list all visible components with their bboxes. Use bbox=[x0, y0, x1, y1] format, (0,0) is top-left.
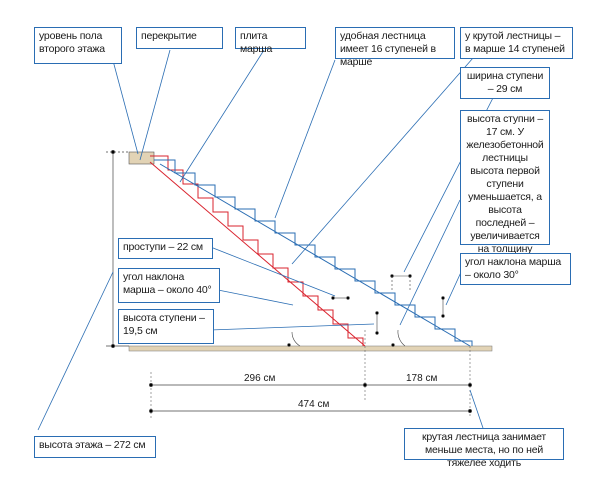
label-step-height: высота ступени –19,5 см bbox=[118, 309, 214, 344]
upper-floor-slab bbox=[128, 151, 155, 165]
label-flight-angle: угол наклона марша – около 40° bbox=[118, 268, 220, 303]
label-steep-note: крутая лестница занимает меньше места, н… bbox=[404, 428, 564, 469]
dimension-296: 296 см bbox=[244, 373, 276, 384]
label-step-width: ширина ступени – 29 см bbox=[460, 67, 550, 99]
label-floor-level: уровень пола второго этажа bbox=[34, 27, 122, 64]
red-stair-steps bbox=[150, 155, 364, 346]
label-flight-slab: плита марша bbox=[235, 27, 306, 55]
blue-stair-steps bbox=[154, 159, 473, 346]
label-steep-stair: у крутой лестницы – в марше 14 ступеней bbox=[460, 27, 573, 59]
label-tread: проступи – 22 см bbox=[118, 238, 213, 259]
floor-height-dimension bbox=[106, 150, 129, 348]
label-step-height-steep: высота ступни – 17 см. У железобетонной … bbox=[460, 110, 550, 268]
label-comfortable-stair: удобная лестница имеет 16 ступеней в мар… bbox=[335, 27, 455, 68]
step-measure-marks bbox=[287, 274, 445, 347]
dimension-474: 474 см bbox=[298, 399, 330, 410]
leader-lines bbox=[37, 41, 497, 431]
label-slab: перекрытие bbox=[136, 27, 223, 49]
dimension-178: 178 см bbox=[406, 373, 438, 384]
label-floor-height: высота этажа – 272 см bbox=[34, 436, 156, 458]
label-flight-angle-steep: угол наклона марша – около 30° bbox=[460, 253, 571, 285]
horizontal-dimensions bbox=[149, 383, 472, 413]
lower-floor bbox=[128, 345, 493, 352]
alignment-lines bbox=[150, 330, 471, 418]
